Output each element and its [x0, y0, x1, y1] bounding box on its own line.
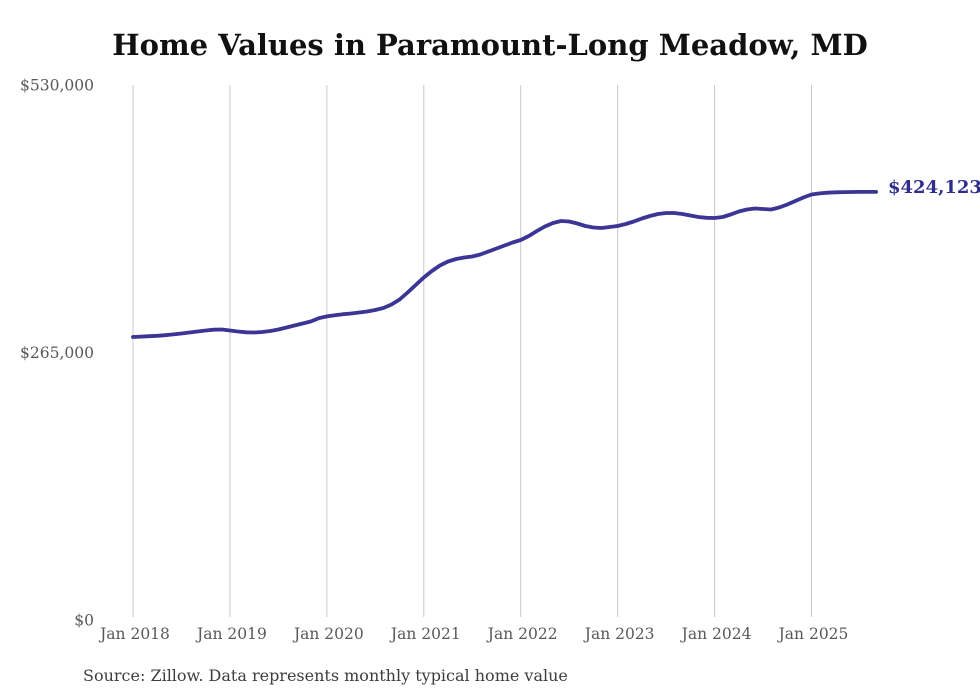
y-axis-tick-label: $265,000: [20, 344, 94, 362]
x-axis-tick-label: Jan 2024: [680, 625, 752, 643]
x-axis-tick-label: Jan 2025: [777, 625, 849, 643]
latest-value-label: $424,123: [888, 177, 980, 198]
x-axis-tick-label: Jan 2019: [195, 625, 267, 643]
x-axis-tick-label: Jan 2022: [486, 625, 558, 643]
y-axis-tick-label: $0: [74, 612, 94, 630]
x-axis-tick-label: Jan 2018: [98, 625, 170, 643]
x-axis-tick-label: Jan 2020: [292, 625, 364, 643]
x-axis-tick-label: Jan 2021: [389, 625, 461, 643]
source-note: Source: Zillow. Data represents monthly …: [83, 666, 568, 685]
x-axis-tick-label: Jan 2023: [583, 625, 655, 643]
home-value-line-series: [131, 190, 878, 339]
y-axis-tick-label: $530,000: [20, 77, 94, 95]
chart-title: Home Values in Paramount-Long Meadow, MD: [112, 28, 868, 62]
